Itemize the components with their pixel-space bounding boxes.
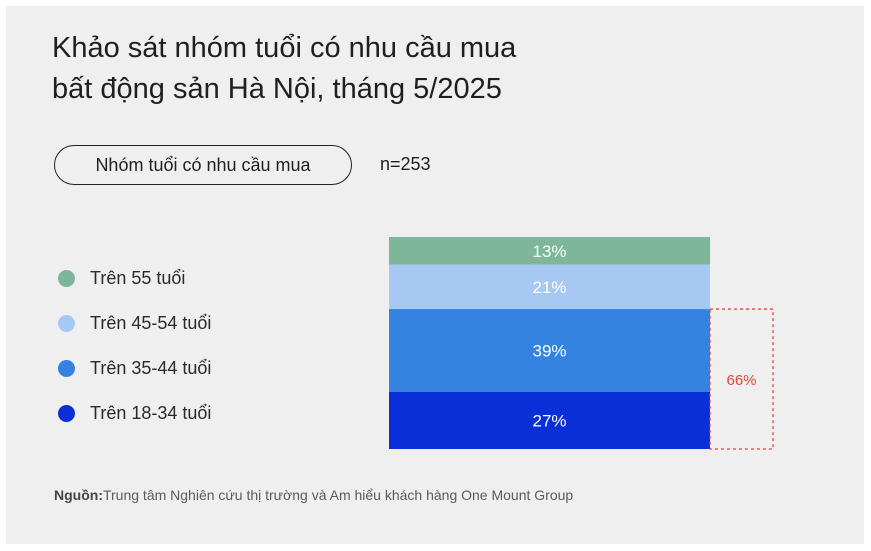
title-line-1: Khảo sát nhóm tuổi có nhu cầu mua <box>52 32 517 64</box>
legend-swatch <box>58 315 75 332</box>
bar-segment <box>389 237 710 265</box>
chart-title: Khảo sát nhóm tuổi có nhu cầu mua bất độ… <box>52 28 652 110</box>
legend-swatch <box>58 405 75 422</box>
data-label: 13% <box>532 242 566 261</box>
legend-label: Trên 18-34 tuổi <box>90 403 212 423</box>
legend-label: Trên 35-44 tuổi <box>90 358 212 378</box>
data-label: 39% <box>532 341 566 360</box>
legend-item: Trên 55 tuổi <box>58 256 211 301</box>
annotation-bracket <box>709 308 774 450</box>
source-label: Nguồn: <box>54 487 103 503</box>
legend-swatch <box>58 270 75 287</box>
bar-segment <box>389 309 710 392</box>
legend-item: Trên 18-34 tuổi <box>58 391 211 436</box>
legend: Trên 55 tuổi Trên 45-54 tuổi Trên 35-44 tu… <box>58 256 211 436</box>
bar-segment <box>389 264 710 310</box>
source-note: Nguồn:Trung tâm Nghiên cứu thị trường và… <box>54 487 573 503</box>
title-line-2: bất động sản Hà Nội, tháng 5/2025 <box>52 73 502 105</box>
legend-item: Trên 45-54 tuổi <box>58 301 211 346</box>
group-label-text: Nhóm tuổi có nhu cầu mua <box>95 154 311 175</box>
legend-item: Trên 35-44 tuổi <box>58 346 211 391</box>
sample-size: n=253 <box>380 154 431 174</box>
bar-segment <box>389 391 710 449</box>
source-text: Trung tâm Nghiên cứu thị trường và Am hi… <box>102 487 574 503</box>
group-label-pill: Nhóm tuổi có nhu cầu mua <box>54 145 352 185</box>
data-label: 27% <box>532 411 566 430</box>
annotation-label: 66% <box>726 372 756 389</box>
legend-label: Trên 45-54 tuổi <box>90 313 212 333</box>
legend-swatch <box>58 360 75 377</box>
data-label: 21% <box>532 278 566 297</box>
legend-label: Trên 55 tuổi <box>90 268 186 288</box>
